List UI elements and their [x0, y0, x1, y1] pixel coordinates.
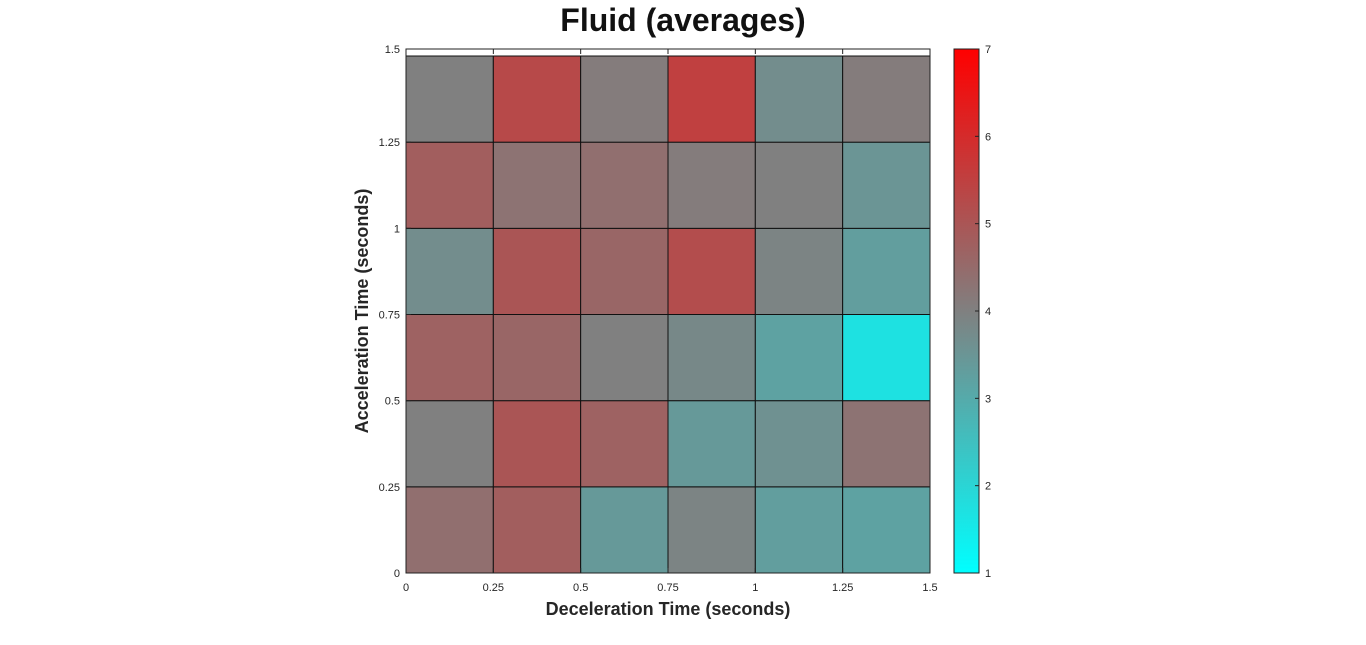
y-tick-label: 0.5 [385, 396, 400, 408]
x-tick-label: 1.5 [922, 582, 937, 594]
heatmap-cell [405, 400, 494, 488]
heatmap-cell [580, 400, 669, 488]
y-tick-label: 1.25 [379, 137, 400, 149]
heatmap-cell [580, 55, 669, 143]
colorbar-tick-label: 1 [985, 568, 991, 580]
heatmap-cell [492, 227, 582, 315]
heatmap-cells [405, 55, 931, 574]
heatmap-cell [842, 400, 931, 488]
x-tick-label: 0.5 [573, 582, 588, 594]
heatmap-cell [405, 227, 494, 315]
heatmap-cell [405, 141, 494, 229]
heatmap-cell [405, 314, 494, 402]
heatmap-cell [492, 314, 582, 402]
x-tick-label: 0.25 [483, 582, 504, 594]
x-axis-ticks: 0 0.25 0.5 0.75 1 1.25 1.5 [403, 49, 938, 594]
heatmap-cell [754, 55, 844, 143]
heatmap-cell [842, 314, 931, 402]
heatmap-cell [405, 55, 494, 143]
colorbar-tick-label: 3 [985, 393, 991, 405]
heatmap-cell [580, 227, 669, 315]
heatmap-cell [842, 227, 931, 315]
heatmap-cell [492, 141, 582, 229]
chart-title: Fluid (averages) [560, 2, 806, 38]
heatmap-cell [842, 55, 931, 143]
y-tick-label: 0.25 [379, 482, 400, 494]
heatmap-cell [754, 141, 844, 229]
colorbar-ticks: 1 2 3 4 5 6 7 [975, 44, 991, 580]
heatmap-cell [492, 55, 582, 143]
heatmap-cell [754, 486, 844, 574]
heatmap-cell [405, 486, 494, 574]
x-tick-label: 1.25 [832, 582, 853, 594]
heatmap-cell [842, 486, 931, 574]
heatmap-cell [842, 141, 931, 229]
heatmap-cell [754, 227, 844, 315]
y-tick-label: 1.5 [385, 44, 400, 56]
heatmap-cell [754, 400, 844, 488]
y-tick-label: 0 [394, 568, 400, 580]
heatmap-cell [667, 227, 756, 315]
x-tick-label: 1 [752, 582, 758, 594]
heatmap-cell [492, 486, 582, 574]
colorbar-tick-label: 5 [985, 219, 991, 231]
y-tick-label: 1 [394, 223, 400, 235]
heatmap-cell [580, 486, 669, 574]
colorbar-tick-label: 2 [985, 481, 991, 493]
x-tick-label: 0.75 [657, 582, 678, 594]
y-tick-label: 0.75 [379, 310, 400, 322]
heatmap-cell [580, 314, 669, 402]
x-tick-label: 0 [403, 582, 409, 594]
colorbar-tick-label: 6 [985, 131, 991, 143]
heatmap-cell [667, 486, 756, 574]
heatmap-cell [667, 141, 756, 229]
x-axis-label: Deceleration Time (seconds) [546, 599, 791, 619]
y-axis-label: Acceleration Time (seconds) [352, 189, 372, 434]
heatmap-cell [580, 141, 669, 229]
heatmap-cell [754, 314, 844, 402]
heatmap-cell [667, 314, 756, 402]
heatmap-cell [667, 55, 756, 143]
y-axis-ticks: 0 0.25 0.5 0.75 1 1.25 1.5 [379, 44, 411, 580]
heatmap-cell [667, 400, 756, 488]
colorbar-tick-label: 4 [985, 306, 991, 318]
colorbar-tick-label: 7 [985, 44, 991, 56]
heatmap-cell [492, 400, 582, 488]
